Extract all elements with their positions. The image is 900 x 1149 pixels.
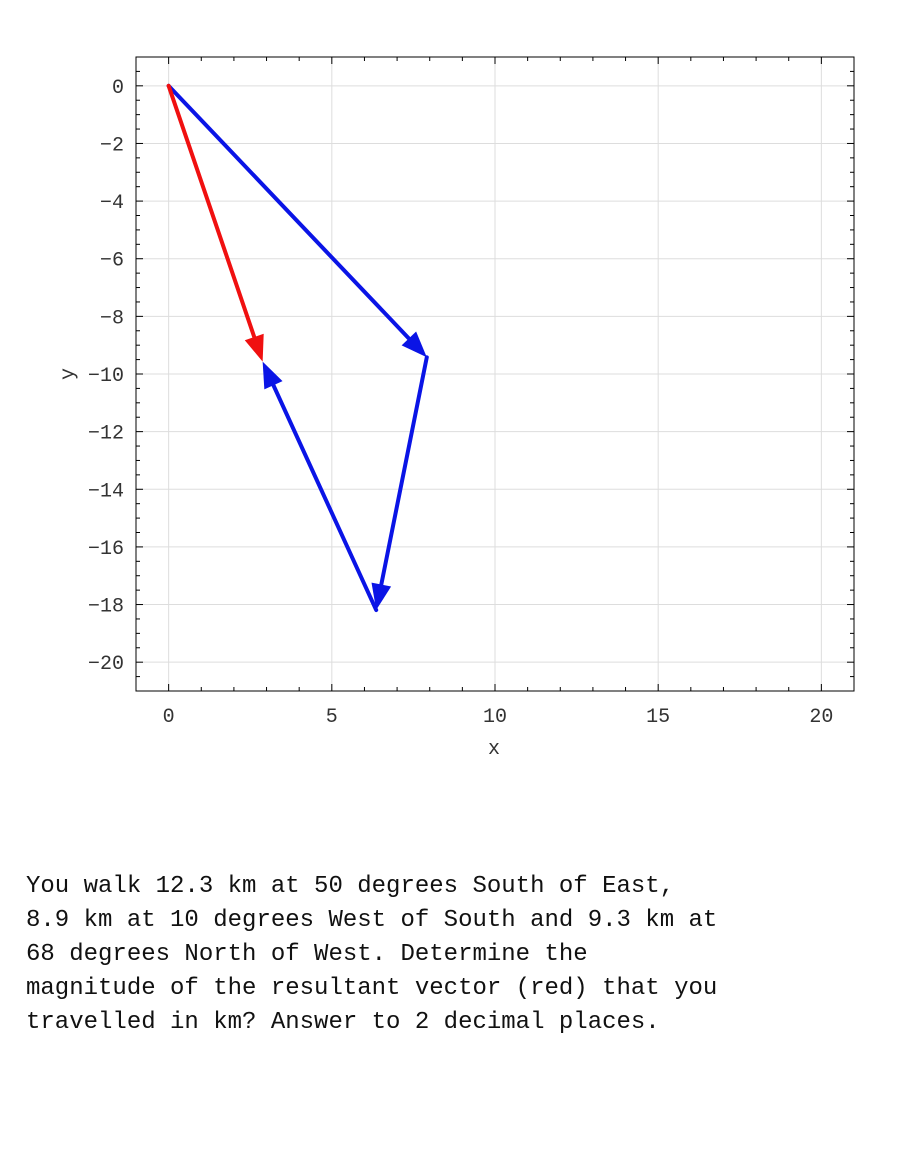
y-tick-label: −18	[88, 596, 124, 619]
x-tick-label: 5	[326, 706, 338, 729]
axis-ticks	[135, 56, 855, 692]
x-tick-label: 0	[163, 706, 175, 729]
x-tick-label: 10	[483, 706, 507, 729]
y-axis-label: y	[57, 368, 80, 380]
y-tick-label: −4	[100, 192, 124, 215]
vector-3	[262, 361, 379, 613]
y-tick-label: −10	[88, 365, 124, 388]
y-tick-label: −20	[88, 653, 124, 676]
vector-shaft	[379, 355, 429, 587]
vector-shaft	[166, 83, 411, 341]
vector-2	[371, 355, 429, 611]
vector-shaft	[271, 383, 379, 613]
vector-chart: 0 5 10 15 20 0 −2 −4 −6 −8 −10 −12 −14 −16 −18 −20 x y	[57, 56, 855, 761]
y-tick-label: −12	[88, 423, 124, 446]
y-tick-label: −8	[100, 307, 124, 330]
x-axis-label: x	[488, 738, 500, 761]
tick-labels: 0 5 10 15 20 0 −2 −4 −6 −8 −10 −12 −14 −16 −18 −20	[88, 77, 833, 729]
vector-arrowhead	[371, 582, 392, 611]
y-tick-label: −16	[88, 538, 124, 561]
y-tick-label: 0	[112, 77, 124, 100]
y-tick-label: −6	[100, 250, 124, 273]
grid	[136, 57, 854, 691]
vector-shaft	[166, 83, 257, 339]
x-tick-label: 20	[809, 706, 833, 729]
vectors	[166, 83, 429, 613]
y-tick-label: −2	[100, 134, 124, 157]
question-text: You walk 12.3 km at 50 degrees South of …	[26, 873, 718, 1036]
vector-4	[166, 83, 264, 362]
vector-arrowhead	[244, 333, 264, 362]
y-tick-label: −14	[88, 480, 124, 503]
vector-arrowhead	[262, 361, 283, 390]
vector-arrowhead	[401, 331, 427, 358]
x-tick-label: 15	[646, 706, 670, 729]
vector-1	[166, 83, 427, 358]
